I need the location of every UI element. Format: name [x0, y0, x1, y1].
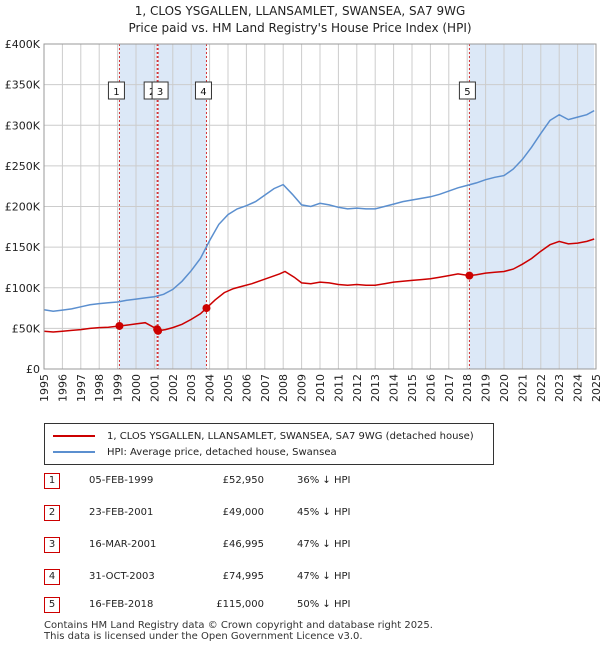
sale-point: [465, 271, 474, 280]
sale-marker-box: [458, 81, 476, 100]
y-tick-label: £300K: [5, 119, 41, 132]
x-tick-label: 2019: [480, 374, 493, 402]
sale-hpi-diff: 47% ↓ HPI: [297, 571, 351, 582]
sale-price: £46,995: [222, 539, 264, 550]
sale-row: 4 31-OCT-2003 £74,995 47% ↓ HPI: [44, 568, 564, 588]
sale-marker-label: 5: [458, 81, 476, 100]
sale-date: 05-FEB-1999: [89, 475, 154, 486]
sale-price: £52,950: [222, 475, 264, 486]
x-tick-label: 2016: [424, 374, 437, 402]
sale-row: 5 16-FEB-2018 £115,000 50% ↓ HPI: [44, 596, 564, 616]
sale-price: £115,000: [216, 599, 264, 610]
sale-marker-label: 3: [151, 81, 169, 100]
x-tick-label: 2023: [553, 374, 566, 402]
x-tick-label: 2018: [461, 374, 474, 402]
y-tick-label: £100K: [5, 282, 41, 295]
sale-marker-box: [107, 81, 125, 100]
chart-title: 1, CLOS YSGALLEN, LLANSAMLET, SWANSEA, S…: [0, 3, 600, 37]
x-tick-label: 1998: [93, 374, 106, 402]
x-tick-label: 2003: [185, 374, 198, 402]
y-tick-label: £350K: [5, 79, 41, 92]
sale-number-badge: 1: [44, 473, 60, 489]
sale-price: £49,000: [222, 507, 264, 518]
x-tick-label: 2011: [332, 374, 345, 402]
footer-line2: This data is licensed under the Open Gov…: [44, 631, 363, 642]
x-tick-label: 2017: [443, 374, 456, 402]
sale-hpi-diff: 45% ↓ HPI: [297, 507, 351, 518]
x-tick-label: 1999: [112, 374, 125, 402]
y-tick-label: £200K: [5, 201, 41, 214]
x-tick-label: 2020: [498, 374, 511, 402]
sale-price: £74,995: [222, 571, 264, 582]
x-tick-label: 2010: [314, 374, 327, 402]
sale-row: 2 23-FEB-2001 £49,000 45% ↓ HPI: [44, 504, 564, 524]
price-chart: £0 £50K £100K £150K £200K £250K £300K £350K £400…: [5, 38, 600, 402]
x-tick-label: 2000: [130, 374, 143, 402]
x-tick-label: 2008: [277, 374, 290, 402]
legend-item-property: 1, CLOS YSGALLEN, LLANSAMLET, SWANSEA, S…: [53, 429, 474, 443]
x-tick-label: 2014: [388, 374, 401, 402]
x-tick-label: 1996: [56, 374, 69, 402]
chart-title-line2: Price paid vs. HM Land Registry's House …: [128, 21, 472, 35]
legend-swatch-property: [53, 435, 95, 437]
sale-number-badge: 3: [44, 537, 60, 553]
x-tick-label: 2001: [148, 374, 161, 402]
y-tick-label: £0: [26, 363, 40, 376]
legend-label-property: 1, CLOS YSGALLEN, LLANSAMLET, SWANSEA, S…: [107, 430, 474, 442]
sale-marker-box: [151, 81, 169, 100]
x-tick-label: 2002: [167, 374, 180, 402]
x-tick-label: 2009: [296, 374, 309, 402]
sale-marker-number: 3: [157, 87, 163, 98]
sale-hpi-diff: 47% ↓ HPI: [297, 539, 351, 550]
x-tick-label: 2022: [535, 374, 548, 402]
x-tick-label: 2006: [240, 374, 253, 402]
legend-label-hpi: HPI: Average price, detached house, Swan…: [107, 446, 337, 458]
footer-line1: Contains HM Land Registry data © Crown c…: [44, 620, 433, 631]
x-tick-label: 2012: [351, 374, 364, 402]
plot-border: [43, 43, 597, 370]
x-tick-label: 2004: [204, 374, 217, 402]
x-tick-label: 2021: [516, 374, 529, 402]
sale-hpi-diff: 36% ↓ HPI: [297, 475, 351, 486]
sale-number-badge: 2: [44, 505, 60, 521]
sale-number-badge: 5: [44, 597, 60, 613]
sale-row: 3 16-MAR-2001 £46,995 47% ↓ HPI: [44, 536, 564, 556]
legend-item-hpi: HPI: Average price, detached house, Swan…: [53, 445, 337, 459]
sale-row: 1 05-FEB-1999 £52,950 36% ↓ HPI: [44, 472, 564, 492]
sale-marker-number: 5: [464, 87, 470, 98]
sale-marker-number: 4: [200, 87, 206, 98]
x-tick-label: 2007: [259, 374, 272, 402]
sale-hpi-diff: 50% ↓ HPI: [297, 599, 351, 610]
sale-point: [202, 304, 211, 313]
sale-date: 31-OCT-2003: [89, 571, 155, 582]
x-tick-label: 1995: [38, 374, 51, 402]
footer-attribution: Contains HM Land Registry data © Crown c…: [44, 620, 433, 642]
sale-date: 16-MAR-2001: [89, 539, 157, 550]
x-tick-label: 2024: [572, 374, 585, 402]
x-tick-label: 1997: [75, 374, 88, 402]
y-tick-label: £400K: [5, 38, 41, 51]
y-tick-label: £250K: [5, 160, 41, 173]
sale-date: 23-FEB-2001: [89, 507, 154, 518]
y-tick-label: £50K: [12, 322, 41, 335]
sale-point: [154, 326, 163, 335]
sale-date: 16-FEB-2018: [89, 599, 154, 610]
sale-marker-box: [194, 81, 212, 100]
property-series-line: [43, 238, 595, 333]
sale-marker-number: 1: [113, 87, 119, 98]
sale-marker-label: 1: [107, 81, 125, 100]
sale-point: [115, 321, 124, 330]
x-tick-label: 2025: [590, 374, 600, 402]
x-tick-label: 2013: [369, 374, 382, 402]
y-tick-label: £150K: [5, 241, 41, 254]
hpi-series-line: [43, 109, 595, 313]
chart-title-line1: 1, CLOS YSGALLEN, LLANSAMLET, SWANSEA, S…: [134, 4, 466, 18]
x-tick-label: 2005: [222, 374, 235, 402]
legend-swatch-hpi: [53, 451, 95, 453]
sale-marker-label: 4: [194, 81, 212, 100]
chart-legend: 1, CLOS YSGALLEN, LLANSAMLET, SWANSEA, S…: [44, 423, 494, 465]
x-tick-label: 2015: [406, 374, 419, 402]
sale-number-badge: 4: [44, 569, 60, 585]
